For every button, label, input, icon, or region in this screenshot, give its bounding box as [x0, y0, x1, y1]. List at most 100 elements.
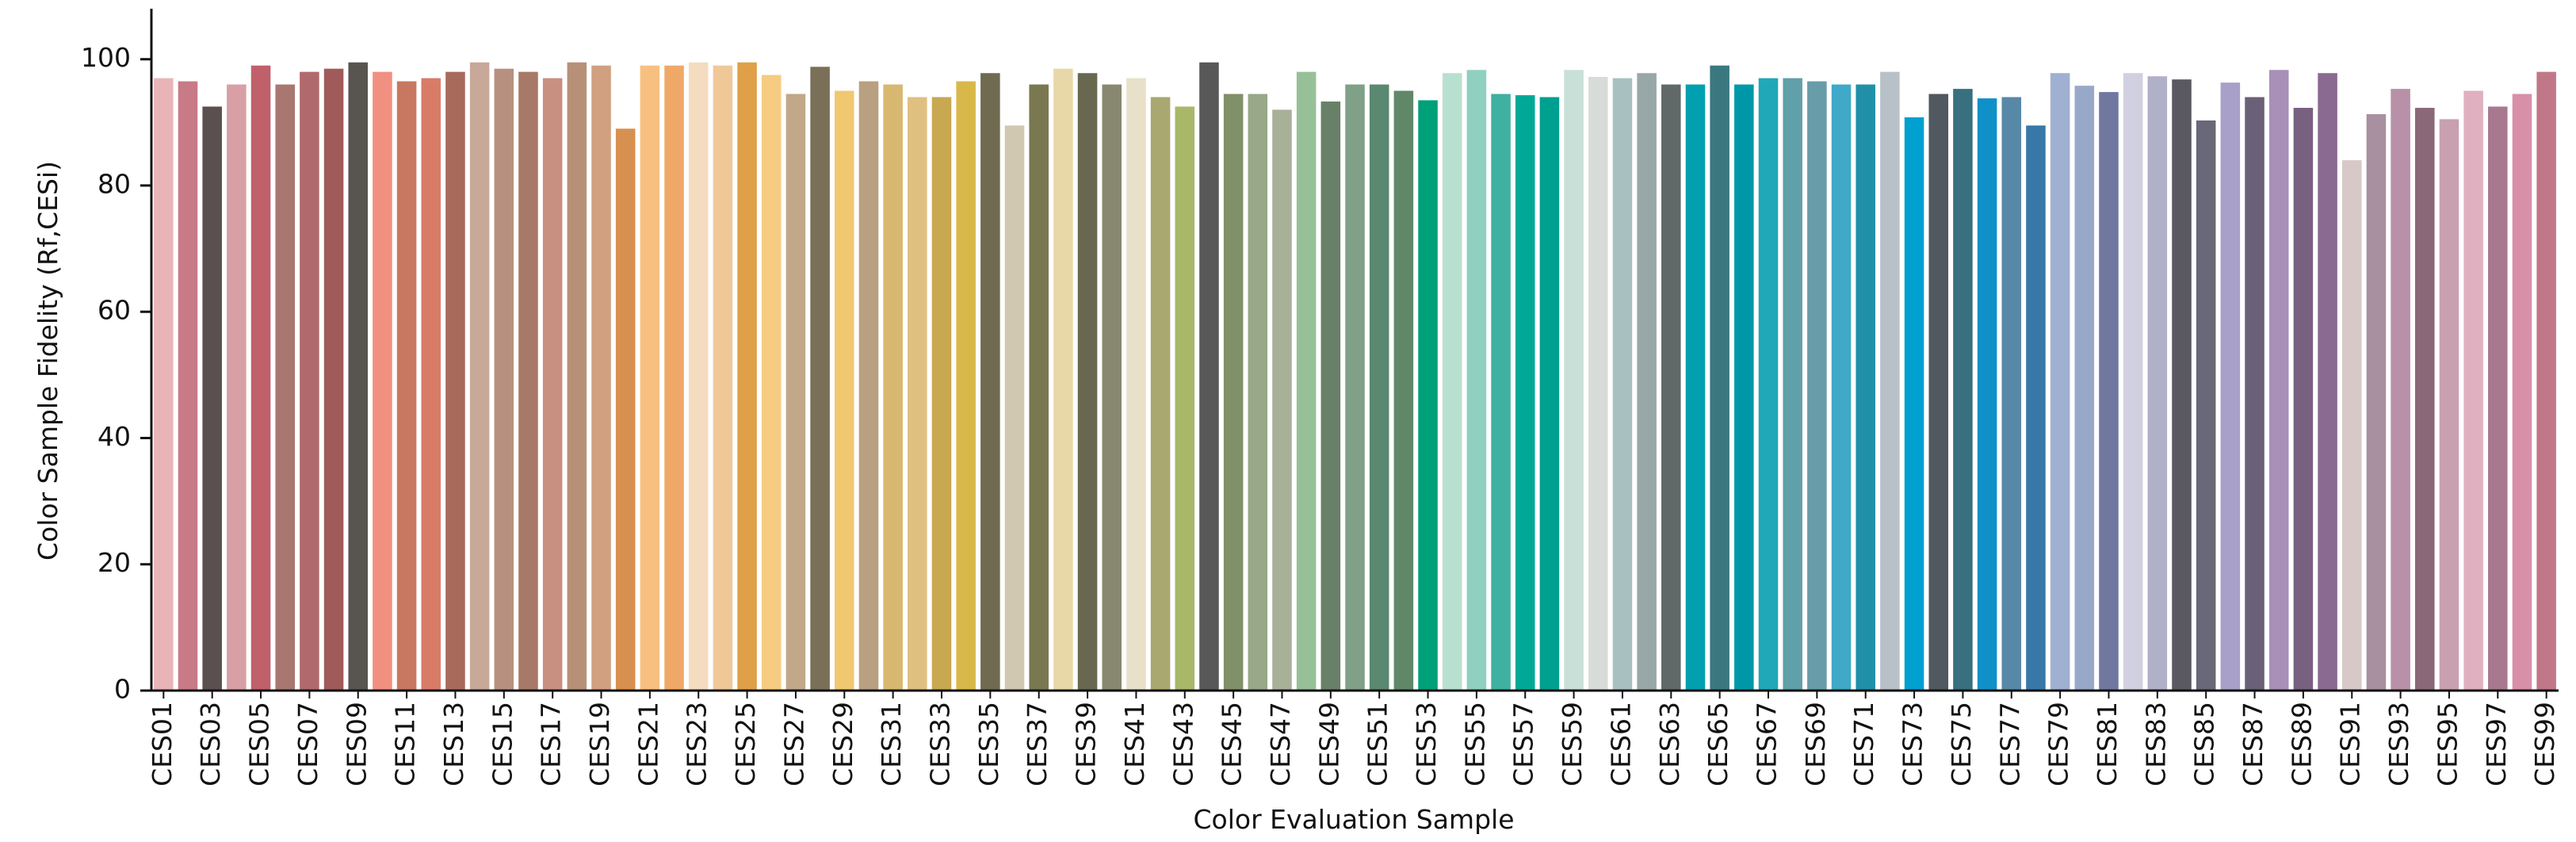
bar: [154, 78, 174, 691]
bar: [761, 75, 782, 691]
x-tick-label: CES73: [1898, 702, 1928, 787]
x-tick-label: CES51: [1363, 702, 1393, 787]
bar: [542, 78, 563, 691]
bar: [713, 65, 733, 691]
bar: [2512, 94, 2532, 691]
bar: [2293, 108, 2314, 691]
x-tick-label: CES23: [682, 702, 713, 787]
bar: [931, 97, 952, 691]
x-tick-label: CES25: [730, 702, 761, 787]
x-tick-label: CES59: [1557, 702, 1588, 787]
bar: [1248, 94, 1268, 691]
bar: [1928, 94, 1949, 691]
x-tick-label: CES15: [487, 702, 518, 787]
bar: [1393, 90, 1414, 691]
x-tick-label: CES71: [1848, 702, 1879, 787]
x-tick-label: CES17: [536, 702, 567, 787]
bar: [688, 62, 709, 691]
bar: [323, 68, 344, 691]
bar: [445, 71, 465, 691]
y-tick-label: 40: [97, 421, 131, 452]
bar: [1758, 78, 1779, 691]
bar: [1296, 71, 1317, 691]
x-tick-label: CES19: [584, 702, 615, 787]
bar: [1004, 125, 1025, 691]
bar: [1223, 94, 1244, 691]
bar: [2391, 89, 2410, 691]
x-tick-label: CES95: [2432, 702, 2463, 787]
bar: [1053, 68, 1073, 691]
bar: [275, 84, 295, 691]
y-tick-label: 100: [81, 42, 131, 73]
bar: [1369, 84, 1389, 691]
bar: [980, 73, 1000, 691]
bar: [2172, 79, 2192, 691]
bar: [2123, 73, 2143, 691]
bar: [591, 65, 611, 691]
x-tick-label: CES77: [1994, 702, 2025, 787]
bar: [1588, 77, 1608, 691]
x-tick-label: CES55: [1459, 702, 1490, 787]
bar: [664, 65, 684, 691]
x-tick-label: CES87: [2238, 702, 2268, 787]
x-tick-label: CES29: [827, 702, 858, 787]
x-tick-label: CES27: [778, 702, 809, 787]
bar: [494, 68, 514, 691]
x-tick-label: CES53: [1411, 702, 1442, 787]
y-tick-label: 20: [97, 547, 131, 578]
bar: [1880, 71, 1900, 691]
bar: [1734, 84, 1754, 691]
bar: [1126, 78, 1146, 691]
y-tick-label: 60: [97, 295, 131, 326]
bar: [250, 65, 271, 691]
bar: [2318, 73, 2337, 691]
bar: [2050, 73, 2070, 691]
bar: [908, 97, 927, 691]
bar: [2341, 160, 2362, 691]
bar: [1637, 73, 1657, 691]
x-tick-label: CES11: [390, 702, 421, 787]
bar: [2439, 119, 2459, 691]
x-axis-label: Color Evaluation Sample: [1194, 804, 1515, 835]
bar: [518, 71, 538, 691]
x-tick-label: CES33: [924, 702, 955, 787]
x-tick-label: CES21: [633, 702, 663, 787]
x-tick-label: CES49: [1313, 702, 1344, 787]
bar: [1612, 78, 1633, 691]
bar: [1102, 84, 1122, 691]
bar: [2196, 120, 2216, 691]
bar: [1345, 84, 1365, 691]
bar: [1466, 70, 1487, 691]
bar: [737, 62, 757, 691]
bar: [858, 81, 879, 691]
x-tick-label: CES61: [1605, 702, 1636, 787]
bar: [1515, 95, 1535, 691]
x-tick-label: CES07: [292, 702, 323, 787]
bar: [300, 71, 319, 691]
bar: [227, 84, 247, 691]
y-tick-label: 0: [114, 674, 131, 705]
bar: [421, 78, 441, 691]
bar: [1077, 73, 1098, 691]
bar: [1710, 65, 1729, 691]
bar: [810, 67, 830, 691]
x-tick-label: CES99: [2529, 702, 2560, 787]
bar: [1491, 94, 1511, 691]
bar: [1029, 84, 1049, 691]
bar: [2245, 97, 2265, 691]
bar: [2366, 113, 2387, 691]
bar: [1199, 62, 1219, 691]
bar: [640, 65, 660, 691]
x-tick-label: CES81: [2092, 702, 2123, 787]
x-tick-label: CES01: [147, 702, 178, 787]
bar: [1442, 73, 1462, 691]
bar: [615, 128, 636, 691]
bar: [469, 62, 490, 691]
bar: [2415, 108, 2435, 691]
bar: [1564, 70, 1584, 691]
bar: [1856, 84, 1875, 691]
bar: [373, 71, 392, 691]
bar: [202, 106, 222, 691]
x-tick-label: CES75: [1946, 702, 1977, 787]
